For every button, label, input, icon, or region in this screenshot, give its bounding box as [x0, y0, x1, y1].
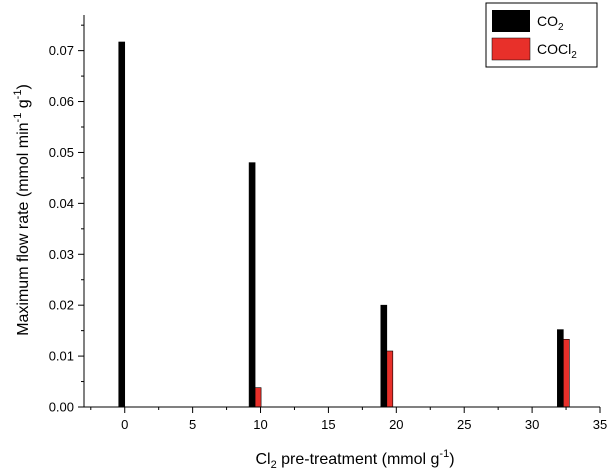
bar-cocl2: [563, 338, 570, 408]
x-tick-label: 20: [389, 417, 403, 432]
axes-layer: 0 5 10 15 20 25 30 35 0.00 0.01 0.02 0.03 0.04 0.05 0.…: [49, 15, 607, 432]
bar-co2: [118, 41, 126, 408]
bar-co2: [248, 162, 256, 408]
y-tick-label: 0.00: [49, 400, 74, 415]
y-tick-label: 0.07: [49, 43, 74, 58]
bar-cocl2: [254, 387, 262, 408]
y-tick-label: 0.01: [49, 349, 74, 364]
x-axis-label: Cl2 pre-treatment (mmol g-1): [255, 448, 454, 470]
legend-label-co2: CO2: [537, 13, 564, 33]
y-tick-label: 0.06: [49, 94, 74, 109]
x-tick-label: 35: [593, 417, 607, 432]
bars-layer: [118, 41, 570, 408]
y-tick-label: 0.04: [49, 196, 74, 211]
legend-label-cocl2: COCl2: [537, 41, 577, 61]
bar-cocl2: [386, 350, 394, 408]
x-tick-label: 30: [525, 417, 539, 432]
x-tick-label: 5: [189, 417, 196, 432]
x-tick-label: 15: [321, 417, 335, 432]
x-tick-label: 10: [253, 417, 267, 432]
bar-co2: [380, 304, 388, 408]
y-tick-label: 0.02: [49, 298, 74, 313]
legend-swatch-co2: [492, 10, 530, 32]
legend-swatch-cocl2: [491, 37, 531, 61]
x-tick-label: 25: [457, 417, 471, 432]
x-tick-label: 0: [121, 417, 128, 432]
bar-co2: [557, 329, 564, 408]
y-tick-label: 0.05: [49, 145, 74, 160]
legend: CO2 COCl2: [485, 2, 598, 68]
y-tick-label: 0.03: [49, 247, 74, 262]
y-axis-label: Maximum flow rate (mmol min-1 g-1): [12, 84, 32, 336]
